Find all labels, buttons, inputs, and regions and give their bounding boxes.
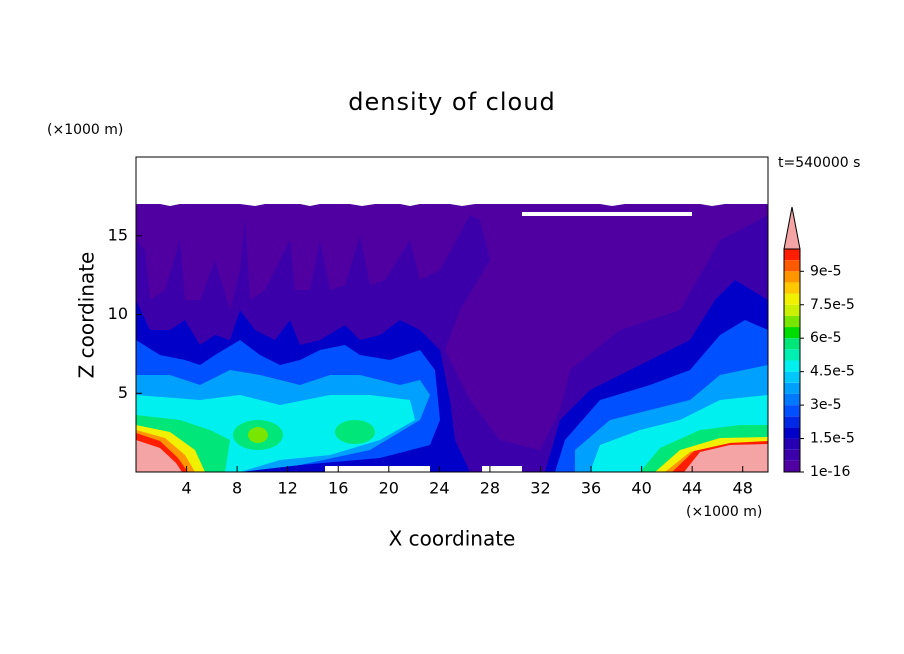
x-tick-label: 40: [631, 479, 651, 498]
colorbar-band: [784, 360, 800, 372]
colorbar-band: [784, 282, 800, 294]
colorbar-tick-label: 9e-5: [810, 263, 841, 279]
y-tick-label: 10: [108, 304, 128, 323]
x-tick-label: 44: [682, 479, 702, 498]
colorbar-extension: [783, 206, 801, 250]
gap: [482, 466, 522, 472]
colorbar-band: [784, 315, 800, 328]
colorbar-tick-label: 1.5e-5: [810, 431, 855, 447]
colorbar-band: [784, 405, 800, 417]
colorbar-band: [784, 249, 800, 261]
x-unit: (×1000 m): [686, 504, 762, 520]
y-unit: (×1000 m): [47, 122, 123, 138]
contour-region: [248, 427, 268, 443]
x-tick-label: 8: [232, 479, 242, 498]
colorbar-frame: [783, 248, 801, 473]
colorbar-tick-label: 7.5e-5: [810, 297, 855, 313]
contour-field: [136, 204, 768, 472]
colorbar-tick-label: 1e-16: [810, 464, 850, 480]
colorbar-band: [784, 260, 800, 272]
y-tick-label: 15: [108, 225, 128, 244]
colorbar-band: [784, 449, 800, 461]
colorbar-tick-label: 3e-5: [810, 397, 841, 413]
x-tick-label: 12: [278, 479, 298, 498]
x-tick-label: 4: [181, 479, 191, 498]
colorbar-band: [784, 393, 800, 406]
colorbar-band: [784, 438, 800, 450]
gap: [325, 466, 430, 472]
y-tick-label: 5: [118, 383, 128, 402]
x-tick-label: 48: [733, 479, 753, 498]
colorbar-band: [784, 416, 800, 428]
contour-region: [136, 440, 182, 472]
colorbar-band: [784, 371, 800, 383]
x-axis-label: X coordinate: [389, 527, 516, 551]
colorbar-band: [784, 271, 800, 283]
colorbar-tick-label: 6e-5: [810, 330, 841, 346]
colorbar-band: [784, 304, 800, 316]
x-tick-label: 16: [328, 479, 348, 498]
x-tick-label: 32: [530, 479, 550, 498]
x-tick-label: 20: [379, 479, 399, 498]
y-axis-label: Z coordinate: [75, 252, 99, 379]
time-label: t=540000 s: [778, 155, 860, 171]
x-tick-label: 28: [480, 479, 500, 498]
colorbar-band: [784, 293, 800, 305]
gap: [522, 212, 692, 216]
x-tick-label: 24: [429, 479, 449, 498]
contour-region: [684, 444, 768, 472]
colorbar-band: [784, 327, 800, 339]
contour-region: [335, 420, 375, 444]
colorbar-band: [784, 427, 800, 439]
colorbar-band: [784, 338, 800, 350]
colorbar-tick-label: 4.5e-5: [810, 364, 855, 380]
x-tick-label: 36: [581, 479, 601, 498]
chart-title: density of cloud: [348, 88, 555, 116]
colorbar-band: [784, 349, 800, 361]
colorbar-band: [784, 460, 800, 472]
colorbar-band: [784, 382, 800, 394]
